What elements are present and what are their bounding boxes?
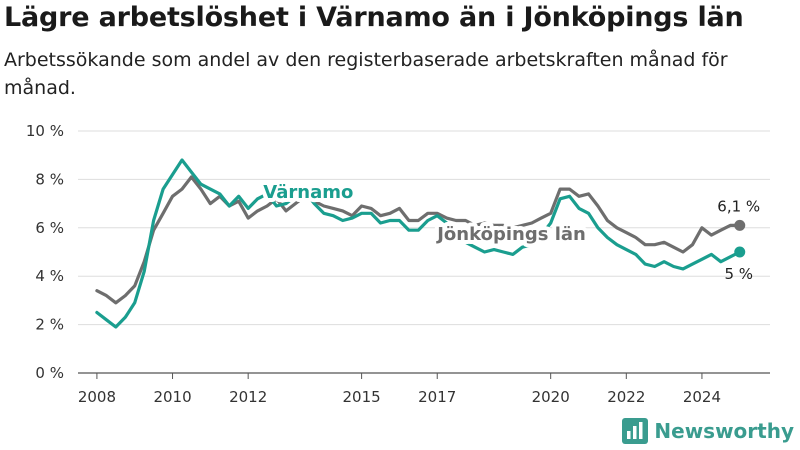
y-tick-label: 10 % — [26, 122, 64, 140]
y-tick-label: 8 % — [35, 170, 64, 188]
x-tick-label: 2010 — [153, 388, 191, 406]
line-chart: 0 % 2 % 4 % 6 % 8 % 10 % 2008 2010 2012 2015 2017 2… — [26, 122, 770, 406]
series-end-label: 5 % — [724, 265, 753, 283]
series-end-marker — [734, 246, 746, 258]
x-tick-label: 2012 — [229, 388, 267, 406]
y-tick-label: 6 % — [35, 219, 64, 237]
x-tick-label: 2022 — [607, 388, 645, 406]
chart-subtitle: Arbetssökande som andel av den registerb… — [4, 49, 728, 99]
series-label: Värnamo — [263, 182, 353, 203]
y-tick-label: 2 % — [35, 316, 64, 334]
series-label-halo: Värnamo — [263, 182, 353, 203]
series-line — [95, 175, 742, 305]
series-label-halo: Jönköpings län — [435, 224, 586, 245]
brand-name: Newsworthy — [654, 419, 794, 443]
series-line — [95, 158, 742, 329]
x-tick-label: 2008 — [78, 388, 116, 406]
series-end-marker — [734, 219, 746, 231]
bar-chart-logo-icon — [622, 418, 649, 444]
x-tick-label: 2015 — [343, 388, 381, 406]
newsworthy-logo: Newsworthy — [622, 418, 794, 444]
x-tick-label: 2017 — [418, 388, 456, 406]
series-end-label: 6,1 % — [717, 197, 760, 215]
x-tick-label: 2020 — [532, 388, 570, 406]
y-tick-label: 4 % — [35, 267, 64, 285]
series-label: Jönköpings län — [435, 224, 586, 245]
chart-title: Lägre arbetslöshet i Värnamo än i Jönköp… — [4, 2, 744, 33]
x-tick-label: 2024 — [683, 388, 721, 406]
y-tick-label: 0 % — [35, 364, 64, 382]
